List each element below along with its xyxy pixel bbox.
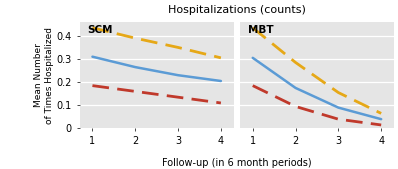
Text: SCM: SCM: [87, 25, 113, 35]
Text: Hospitalizations (counts): Hospitalizations (counts): [168, 5, 306, 15]
Text: Follow-up (in 6 month periods): Follow-up (in 6 month periods): [162, 158, 312, 168]
Y-axis label: Mean Number
of Times Hospitalized: Mean Number of Times Hospitalized: [34, 27, 54, 124]
Text: MBT: MBT: [248, 25, 273, 35]
